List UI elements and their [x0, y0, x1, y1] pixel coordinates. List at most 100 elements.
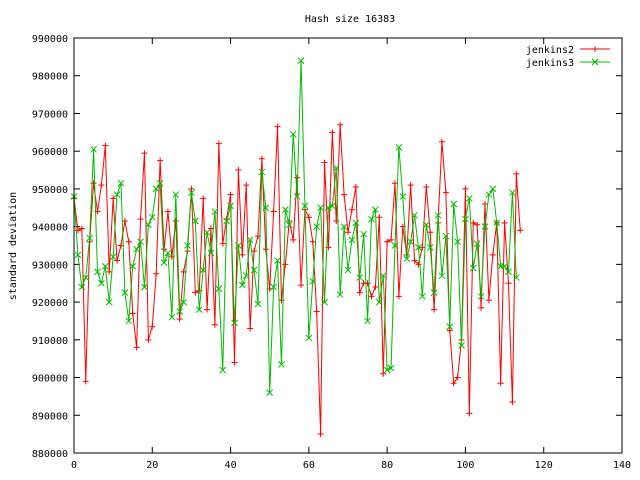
x-tick-label: 140	[613, 460, 631, 471]
data-point	[114, 257, 121, 264]
data-point	[168, 313, 176, 321]
data-point	[246, 236, 254, 244]
data-point	[215, 285, 223, 293]
data-point	[505, 268, 512, 276]
data-point	[329, 129, 336, 136]
data-point	[485, 191, 493, 198]
x-tick-label: 0	[71, 460, 77, 471]
data-point	[383, 366, 391, 374]
data-point	[227, 202, 234, 210]
data-point	[364, 317, 371, 325]
data-point	[290, 236, 297, 243]
data-point	[133, 245, 140, 253]
data-point	[125, 317, 133, 325]
plot-frame	[73, 37, 623, 454]
data-point	[137, 216, 144, 223]
y-tick-label: 950000	[32, 185, 68, 196]
data-point	[345, 229, 351, 236]
data-point	[391, 242, 399, 249]
x-tick-label: 80	[381, 460, 393, 471]
data-point	[262, 204, 270, 212]
data-point	[422, 221, 430, 229]
data-point	[164, 208, 171, 215]
data-point	[462, 215, 469, 223]
data-point	[321, 159, 328, 166]
data-point	[203, 228, 211, 236]
data-point	[305, 334, 313, 342]
data-point	[415, 261, 422, 268]
data-point	[152, 185, 160, 193]
data-point	[481, 223, 489, 230]
data-point	[348, 206, 355, 213]
data-point	[313, 223, 321, 230]
data-point	[157, 157, 164, 164]
x-tick-label: 40	[225, 460, 237, 471]
data-point	[380, 370, 387, 377]
data-point	[102, 142, 109, 149]
data-point	[512, 274, 520, 281]
data-point	[149, 323, 156, 330]
data-point	[110, 195, 117, 202]
data-point	[133, 344, 140, 351]
data-point	[356, 274, 364, 281]
data-point	[317, 204, 324, 212]
data-point	[465, 194, 473, 202]
data-point	[309, 277, 317, 285]
chart-title: Hash size 16383	[305, 14, 395, 25]
data-point	[121, 289, 129, 297]
y-axis-label: standard deviation	[8, 192, 19, 300]
data-point	[282, 261, 289, 268]
legend-marker	[592, 46, 598, 52]
data-point	[141, 283, 148, 291]
data-point	[219, 240, 226, 247]
data-point	[356, 289, 363, 296]
data-point	[419, 293, 426, 300]
data-point	[438, 272, 446, 280]
data-point	[321, 298, 328, 306]
data-point	[86, 234, 94, 242]
data-point	[90, 180, 97, 187]
data-point	[274, 123, 281, 130]
data-point	[407, 182, 414, 189]
data-point	[82, 274, 90, 281]
data-point	[250, 266, 258, 274]
data-point	[438, 138, 445, 145]
series-lines	[70, 57, 524, 438]
data-point	[258, 155, 265, 162]
data-point	[199, 266, 207, 274]
data-point	[254, 300, 262, 308]
data-point	[509, 189, 516, 197]
data-point	[473, 240, 481, 247]
y-tick-label: 980000	[32, 72, 68, 83]
data-point	[375, 298, 383, 306]
data-point	[325, 204, 332, 212]
data-point	[446, 327, 453, 334]
data-point	[145, 221, 152, 229]
data-point	[231, 359, 238, 366]
data-point	[211, 208, 219, 215]
data-point	[379, 272, 387, 280]
x-tick-label: 60	[303, 460, 315, 471]
data-point	[328, 202, 336, 210]
data-point	[141, 150, 148, 157]
data-point	[497, 380, 504, 387]
data-point	[458, 342, 465, 349]
data-point	[247, 325, 254, 332]
data-point	[242, 272, 250, 280]
data-point	[388, 236, 395, 243]
data-point	[106, 268, 113, 275]
data-point	[372, 284, 379, 290]
data-point	[239, 251, 246, 258]
data-point	[423, 184, 430, 191]
data-point	[341, 191, 348, 198]
data-point	[285, 221, 293, 229]
data-point	[427, 229, 434, 236]
data-point	[430, 289, 438, 297]
data-point	[192, 289, 199, 296]
y-tick-label: 970000	[32, 109, 68, 120]
data-point	[101, 262, 109, 270]
data-point	[434, 211, 442, 219]
data-point	[462, 185, 469, 192]
data-point	[282, 206, 289, 214]
